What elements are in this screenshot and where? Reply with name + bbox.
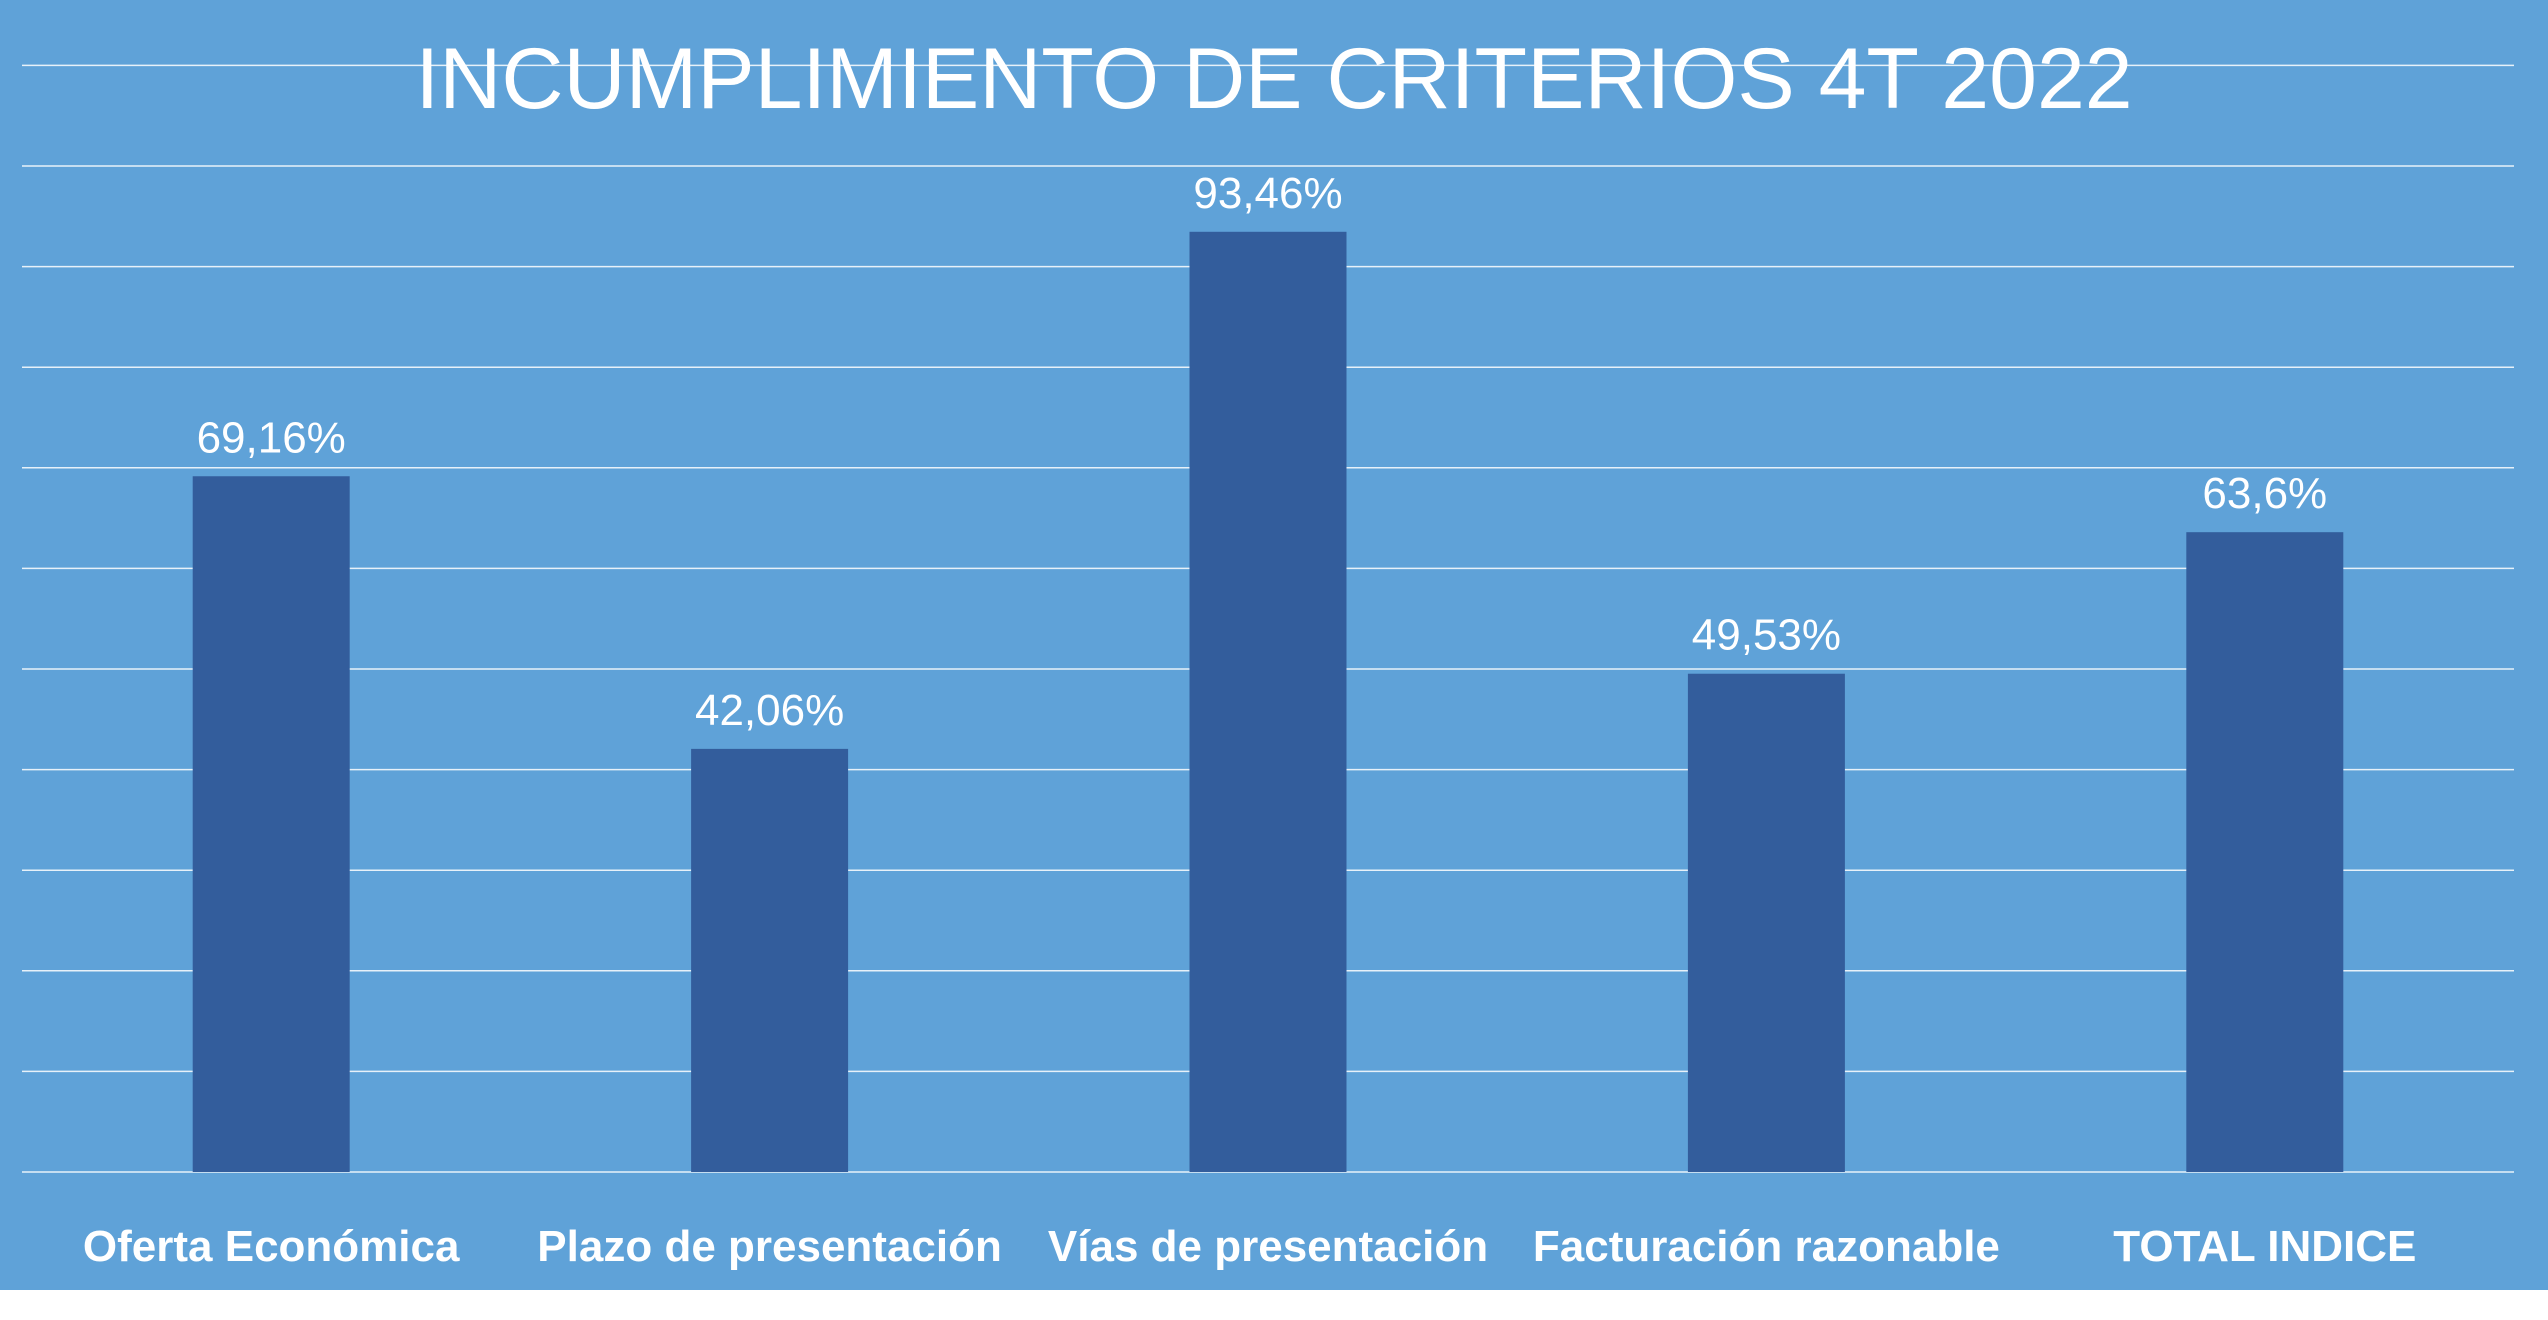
category-labels: Oferta Económica Plazo de presentación Vía…: [83, 1222, 2416, 1271]
category-label: Oferta Económica: [83, 1222, 460, 1271]
chart-area: INCUMPLIMIENTO DE CRITERIOS 4T 2022 69,1…: [0, 0, 2548, 1290]
data-label: 49,53%: [1692, 611, 1841, 660]
chart-title: INCUMPLIMIENTO DE CRITERIOS 4T 2022: [415, 31, 2132, 127]
data-label: 42,06%: [695, 686, 844, 735]
bar: [1687, 673, 1845, 1172]
data-label: 69,16%: [197, 413, 346, 462]
data-label: 93,46%: [1193, 169, 1342, 218]
bar: [192, 476, 350, 1173]
bar-chart: INCUMPLIMIENTO DE CRITERIOS 4T 2022 69,1…: [22, 31, 2514, 1271]
bar: [691, 748, 849, 1172]
bars: [192, 231, 2344, 1173]
bar: [2186, 532, 2344, 1172]
category-label: TOTAL INDICE: [2113, 1222, 2416, 1271]
category-label: Vías de presentación: [1048, 1222, 1488, 1271]
category-label: Facturación razonable: [1533, 1222, 2000, 1271]
data-label: 63,6%: [2202, 469, 2327, 518]
data-labels: 69,16% 42,06% 93,46% 49,53% 63,6%: [197, 169, 2328, 735]
category-label: Plazo de presentación: [537, 1222, 1002, 1271]
bar: [1189, 231, 1347, 1172]
